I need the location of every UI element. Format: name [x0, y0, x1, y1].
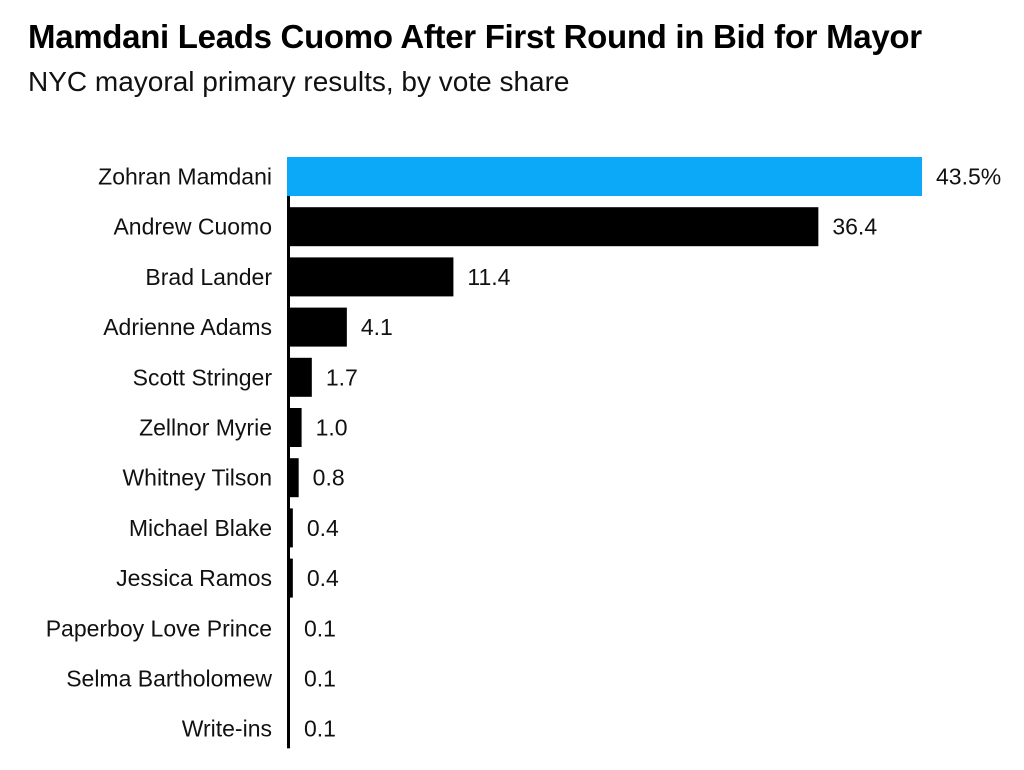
bar-selma-bartholomew: [287, 659, 290, 698]
value-label-write-ins: 0.1: [304, 716, 336, 742]
bar-andrew-cuomo: [287, 207, 819, 247]
category-label-adrienne-adams: Adrienne Adams: [103, 314, 272, 340]
value-label-jessica-ramos: 0.4: [307, 565, 339, 591]
category-label-zellnor-myrie: Zellnor Myrie: [139, 415, 272, 441]
bar-michael-blake: [287, 508, 293, 548]
value-label-scott-stringer: 1.7: [326, 364, 358, 390]
bar-write-ins: [287, 709, 290, 749]
category-label-paperboy-love-prince: Paperboy Love Prince: [46, 615, 272, 641]
chart-title: Mamdani Leads Cuomo After First Round in…: [28, 18, 922, 55]
bar-scott-stringer: [287, 357, 312, 397]
bar-zellnor-myrie: [287, 408, 302, 447]
bar-brad-lander: [287, 257, 454, 297]
category-label-scott-stringer: Scott Stringer: [133, 364, 273, 390]
value-label-whitney-tilson: 0.8: [313, 465, 345, 491]
category-label-michael-blake: Michael Blake: [129, 515, 272, 541]
category-label-jessica-ramos: Jessica Ramos: [116, 565, 272, 591]
category-label-selma-bartholomew: Selma Bartholomew: [66, 666, 272, 692]
category-label-whitney-tilson: Whitney Tilson: [122, 465, 272, 491]
value-label-selma-bartholomew: 0.1: [304, 666, 336, 692]
category-label-andrew-cuomo: Andrew Cuomo: [113, 214, 272, 240]
category-label-brad-lander: Brad Lander: [145, 264, 272, 290]
value-label-michael-blake: 0.4: [307, 515, 339, 541]
bar-zohran-mamdani: [287, 157, 922, 196]
value-label-adrienne-adams: 4.1: [361, 314, 393, 340]
value-label-andrew-cuomo: 36.4: [832, 214, 877, 240]
category-label-write-ins: Write-ins: [182, 716, 272, 742]
value-label-paperboy-love-prince: 0.1: [304, 615, 336, 641]
bars-group: Zohran Mamdani 43.5% Andrew Cuomo 36.4 Brad …: [46, 157, 1001, 749]
category-label-zohran-mamdani: Zohran Mamdani: [98, 164, 272, 190]
value-label-zellnor-myrie: 1.0: [316, 415, 348, 441]
value-label-zohran-mamdani: 43.5%: [936, 164, 1001, 190]
chart-subtitle: NYC mayoral primary results, by vote sha…: [28, 66, 570, 97]
bar-adrienne-adams: [287, 307, 347, 347]
bar-jessica-ramos: [287, 558, 293, 598]
bar-paperboy-love-prince: [287, 608, 290, 648]
bar-whitney-tilson: [287, 458, 299, 498]
value-label-brad-lander: 11.4: [467, 264, 510, 290]
